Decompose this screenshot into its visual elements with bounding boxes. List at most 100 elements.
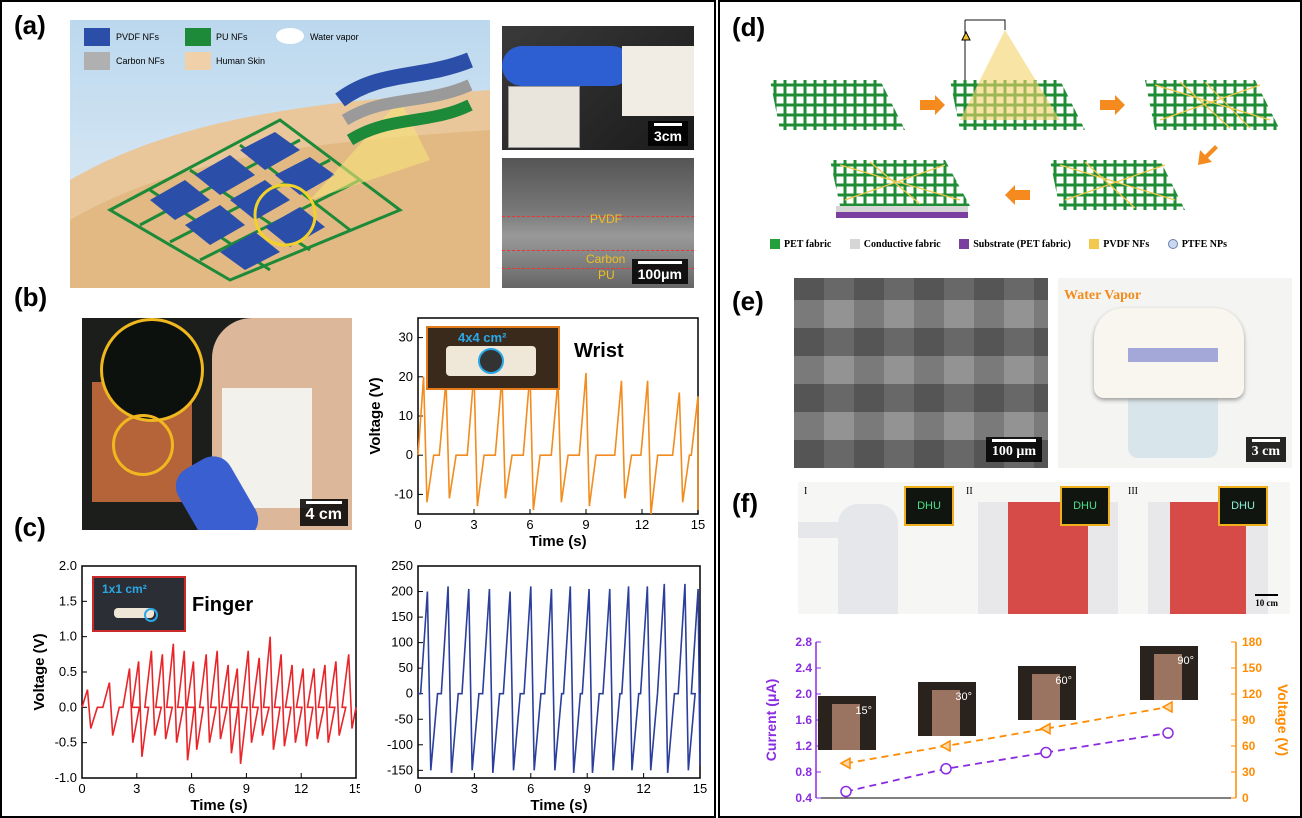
scale-bar-100um-e: 100 μm [985, 437, 1042, 462]
series-line [845, 706, 1169, 765]
legend-pvdf-nfs: PVDF NFs [1089, 239, 1149, 250]
hand-device-photo: 4 cm [82, 318, 352, 530]
current-point [840, 785, 852, 798]
angle-label: 30° [955, 691, 972, 703]
right-tick-label: 150 [1242, 661, 1262, 675]
y-tick-label: 10 [399, 408, 413, 423]
x-tick-label: 3 [470, 517, 477, 532]
wrist-inset-label: Wrist [574, 340, 624, 362]
left-tick-label: 2.8 [795, 635, 812, 649]
glove-photo: 3cm [502, 26, 694, 150]
legend-carbon: Carbon NFs [116, 56, 165, 66]
voltage-point [1039, 722, 1051, 735]
current-point [1040, 746, 1052, 759]
signal-line [81, 636, 357, 764]
current-point [940, 763, 952, 775]
y-tick-label: 50 [399, 660, 413, 675]
left-tick-label: 0.4 [795, 791, 812, 805]
right-axis-label: Voltage (V) [1275, 684, 1291, 756]
y-tick-label: 30 [399, 330, 413, 345]
panel-label-c: (c) [14, 512, 46, 542]
sem-label-carbon: Carbon [586, 252, 626, 266]
left-axis-label: Current (μA) [763, 679, 779, 761]
scale-bar-10cm: 10 cm [1249, 592, 1284, 610]
x-tick-label: 3 [133, 781, 140, 796]
angle-current-voltage-chart: 0.4 0.8 1.2 1.6 2.0 2.4 2.8 0 30 60 90 120 150 180 Cur… [763, 635, 1291, 805]
y-tick-label: 150 [391, 609, 413, 624]
x-tick-label: 3 [471, 781, 478, 796]
x-tick-label: 9 [582, 517, 589, 532]
panel-label-a: (a) [14, 10, 46, 40]
right-tick-label: 120 [1242, 687, 1262, 701]
y-tick-label: -10 [394, 486, 413, 501]
fabrication-schematic [770, 19, 1280, 218]
y-tick-label: 0 [406, 686, 413, 701]
voltage-point [1161, 700, 1173, 714]
y-tick-label: 0.5 [59, 664, 77, 679]
right-tick-label: 30 [1242, 765, 1256, 779]
angle-thumbnail-body [832, 704, 860, 750]
voltage-point [939, 739, 951, 753]
y-tick-label: -100 [387, 737, 413, 752]
x-tick-label: 12 [636, 781, 650, 796]
angle-label: 90° [1177, 655, 1194, 667]
y-tick-label: 1.0 [59, 629, 77, 644]
panel-label-e: (e) [732, 286, 764, 316]
left-tick-label: 1.2 [795, 739, 812, 753]
x-tick-label: 15 [693, 781, 707, 796]
x-tick-label: 6 [188, 781, 195, 796]
label-III: III [1128, 486, 1138, 497]
plot-frame [417, 565, 701, 779]
x-tick-label: 15 [349, 781, 360, 796]
right-tick-label: 180 [1242, 635, 1262, 649]
right-tick-label: 60 [1242, 739, 1256, 753]
wearer-photos: I II III DHU DHU DHU 10 cm [798, 482, 1290, 614]
woven-fabric-sem: 100 μm [794, 278, 1048, 468]
x-tick-label: 12 [635, 517, 649, 532]
led-display-3: DHU [1218, 486, 1268, 526]
x-tick-label: 6 [526, 517, 533, 532]
series-line [845, 732, 1169, 793]
fabrication-legend: PET fabric Conductive fabric Substrate (… [770, 236, 1300, 254]
finger-inset-photo: 1x1 cm² [92, 576, 186, 632]
legend-water-vapor: Water vapor [310, 32, 359, 42]
angle-thumbnail-body [1154, 654, 1182, 700]
panel-label-d: (d) [732, 12, 766, 42]
led-display-2: DHU [1060, 486, 1110, 526]
y-tick-label: 100 [391, 635, 413, 650]
y-tick-label: 1.5 [59, 593, 77, 608]
led-display-1: DHU [904, 486, 954, 526]
scale-bar-3cm-e: 3 cm [1245, 437, 1286, 462]
legend-conductive: Conductive fabric [849, 239, 941, 250]
label-I: I [804, 486, 808, 497]
legend-ptfe: PTFE NPs [1167, 239, 1227, 250]
scale-bar-100um: 100μm [631, 259, 688, 284]
angle-label: 15° [855, 705, 872, 717]
y-tick-label: 0 [406, 447, 413, 462]
legend-pet: PET fabric [770, 239, 831, 250]
left-tick-label: 0.8 [795, 765, 812, 779]
schematic-illustration: PVDF NFs PU NFs Water vapor Carbon NFs H… [70, 20, 490, 288]
angle-thumbnail-body [932, 690, 960, 736]
vapor-label: Water Vapor [1064, 288, 1142, 303]
signal-line [417, 372, 699, 515]
y-tick-label: 200 [391, 584, 413, 599]
x-tick-label: 6 [527, 781, 534, 796]
sem-cross-section: PVDF Carbon PU 100μm [502, 158, 694, 288]
legend-pu: PU NFs [216, 32, 248, 42]
y-tick-label: -0.5 [55, 735, 77, 750]
y-axis-label: Voltage (V) [367, 377, 384, 454]
left-figure-frame [0, 0, 716, 818]
right-tick-label: 0 [1242, 791, 1249, 805]
y-axis-label: Voltage (V) [31, 633, 48, 710]
scale-bar-3cm: 3cm [647, 121, 688, 146]
x-axis-label: Time (s) [529, 533, 586, 550]
y-tick-label: -150 [387, 762, 413, 777]
schematic-svg [70, 28, 490, 288]
finger-voltage-chart: 0 3 6 9 12 15 -1.0 -0.5 0.0 0.5 1.0 1.5 2.0 Time (s) V… [31, 558, 360, 814]
y-tick-label: -1.0 [55, 770, 77, 785]
angle-thumbnail-body [1032, 674, 1060, 720]
blue-voltage-chart: 0 3 6 9 12 15 -150 -100 -50 0 50 100 150 200 250 Time (… [387, 558, 707, 814]
x-axis-label: Time (s) [190, 797, 247, 814]
wrist-inset-photo: 4x4 cm² [426, 326, 560, 390]
